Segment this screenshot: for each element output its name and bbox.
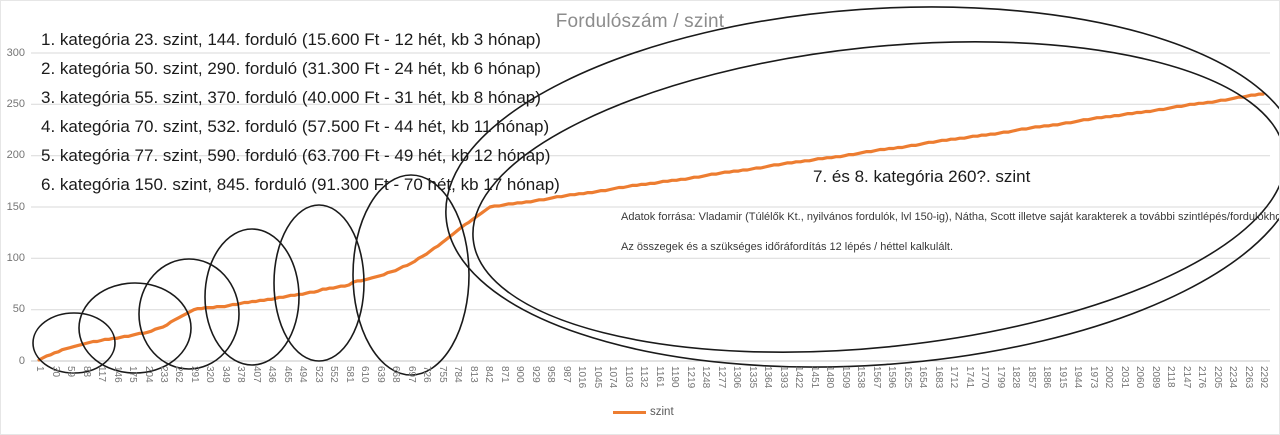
annotation-category-3: 3. kategória 55. szint, 370. forduló (40… [41,88,541,107]
annotation-category-4: 4. kategória 70. szint, 532. forduló (57… [41,117,550,136]
annotation-category-2: 2. kategória 50. szint, 290. forduló (31… [41,59,541,78]
annotation-future-categories: 7. és 8. kategória 260?. szint [813,167,1031,186]
category-annotations: 1. kategória 23. szint, 144. forduló (15… [41,25,560,199]
annotation-category-6: 6. kategória 150. szint, 845. forduló (9… [41,175,560,194]
annotation-category-1: 1. kategória 23. szint, 144. forduló (15… [41,30,541,49]
legend-label: szint [650,406,674,418]
source-note-line-2: Az összegek és a szükséges időráfordítás… [621,241,954,253]
chart-title: Fordulószám / szint [555,11,725,32]
annotation-category-5: 5. kategória 77. szint, 590. forduló (63… [41,146,551,165]
legend: szint [613,406,674,418]
legend-line-marker [613,410,646,414]
source-note-line-1: Adatok forrása: Vladamir (Túlélők Kt., n… [621,211,1280,223]
